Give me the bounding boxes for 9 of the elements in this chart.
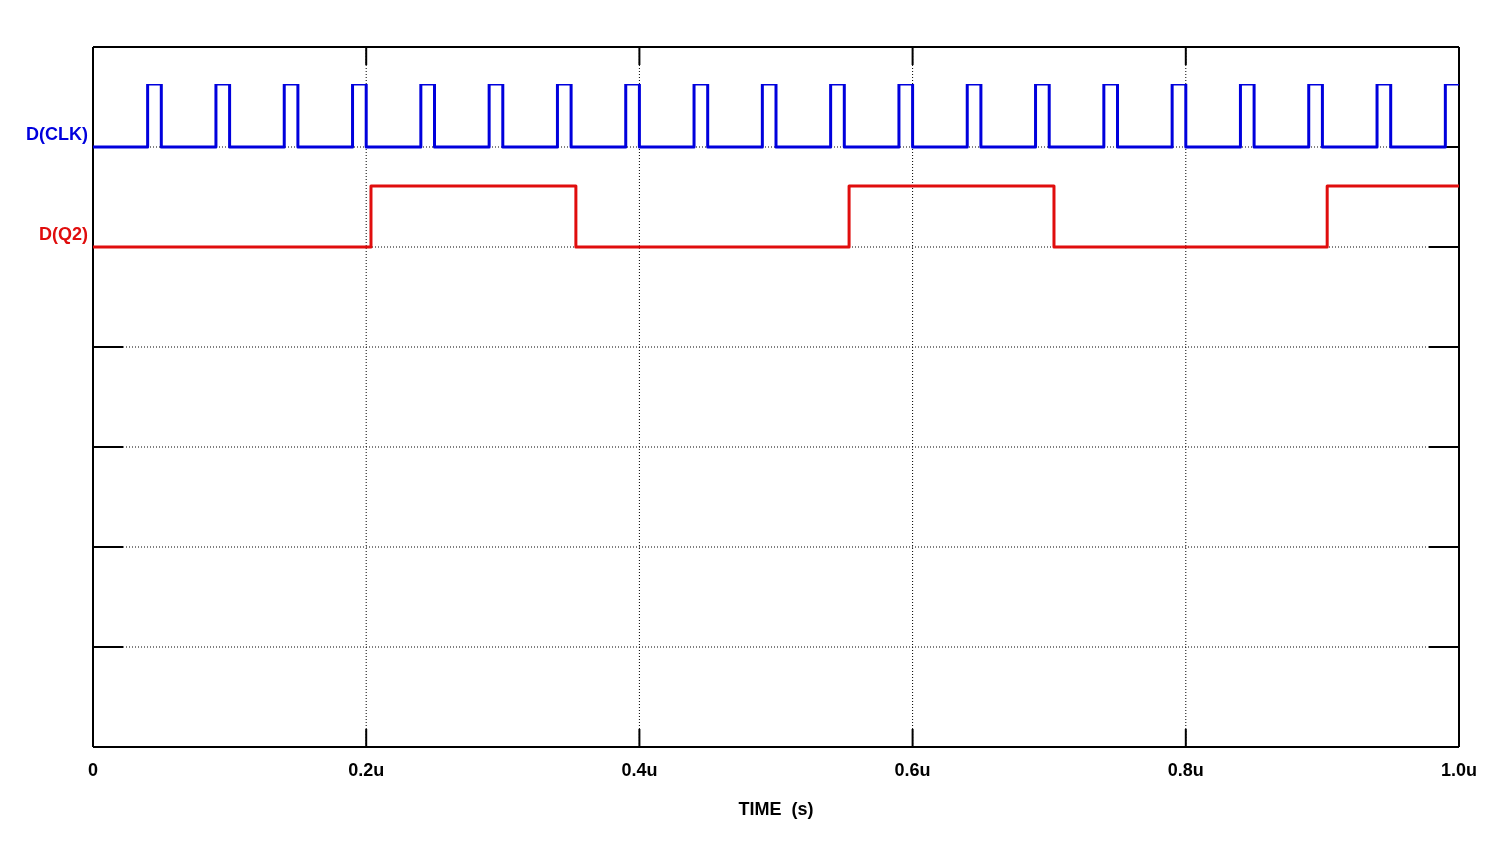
x-tick-label: 0.6u: [894, 759, 931, 780]
x-tick-label: 0.8u: [1167, 759, 1204, 780]
x-tick-label: 0.4u: [621, 759, 658, 780]
x-tick-label: 0: [87, 759, 99, 780]
x-tick-label: 0.2u: [348, 759, 385, 780]
x-tick-label: 1.0u: [1440, 759, 1478, 780]
series-label: D(Q2): [39, 224, 88, 245]
series-label: D(CLK): [26, 123, 88, 144]
x-axis-title: TIME (s): [738, 799, 814, 819]
